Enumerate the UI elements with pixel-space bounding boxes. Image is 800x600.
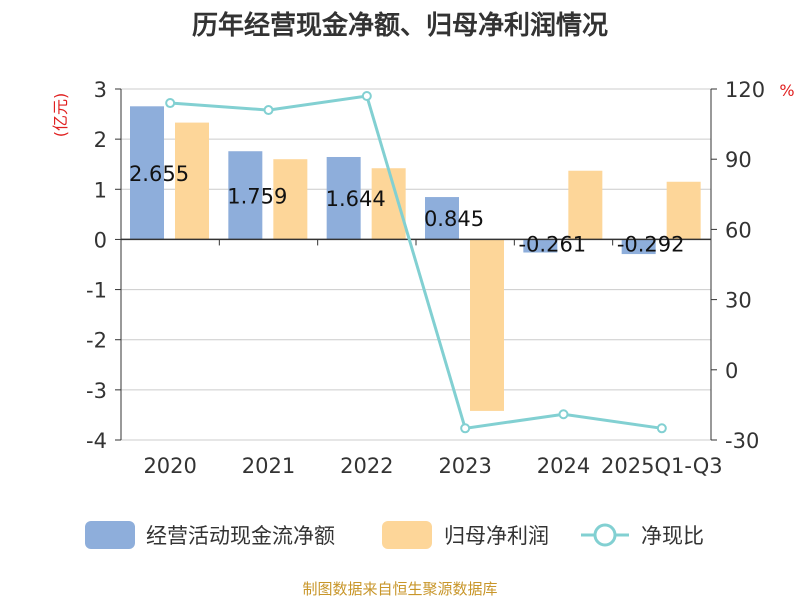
- gridlines: [121, 88, 711, 441]
- legend-swatch-profit: [382, 521, 432, 549]
- right-tick-label: 0: [725, 359, 738, 383]
- right-axis-unit: %: [779, 81, 794, 100]
- left-tick-label: -1: [86, 279, 107, 303]
- left-tick-label: -3: [86, 379, 107, 403]
- axes: [115, 88, 717, 441]
- left-tick-label: 3: [94, 78, 107, 102]
- cashflow-data-label: 2.655: [129, 162, 189, 186]
- left-tick-label: 2: [94, 128, 107, 152]
- left-axis-unit: (亿元): [51, 93, 70, 138]
- ratio-point: [263, 105, 274, 116]
- profit-bar: [666, 181, 701, 240]
- cashflow-data-label: -0.292: [617, 232, 685, 256]
- cashflow-bar: [228, 151, 263, 240]
- cashflow-data-label: 0.845: [424, 207, 484, 231]
- profit-bar: [175, 122, 209, 240]
- cashflow-data-label: -0.261: [518, 232, 586, 256]
- bars: [130, 106, 701, 411]
- right-tick-label: 90: [725, 148, 752, 172]
- chart-title: 历年经营现金净额、归母净利润情况: [192, 10, 608, 41]
- profit-bar: [568, 170, 603, 240]
- right-tick-label: -30: [725, 429, 759, 453]
- cashflow-data-label: 1.759: [227, 184, 287, 208]
- profit-bar: [273, 159, 308, 240]
- ratio-point: [361, 91, 372, 102]
- left-tick-label: 1: [94, 178, 107, 202]
- legend-label-cashflow: 经营活动现金流净额: [146, 524, 335, 548]
- x-tick-label: 2024: [537, 454, 590, 478]
- right-tick-label: 30: [725, 289, 752, 313]
- tick-labels: 3 2 1 0 -1 -2 -3 -4 120 90 60 30 0 -30 2020 2021 2022 202…: [86, 78, 765, 478]
- x-tick-label: 2025Q1-Q3: [601, 454, 723, 478]
- cashflow-bar: [130, 106, 164, 240]
- cashflow-bar: [621, 239, 656, 255]
- cashflow-bar: [425, 197, 459, 240]
- legend-label-profit: 归母净利润: [444, 524, 549, 548]
- x-tick-label: 2022: [340, 454, 393, 478]
- cashflow-bar: [326, 156, 361, 240]
- left-tick-label: -4: [86, 429, 107, 453]
- left-tick-label: 0: [94, 228, 107, 252]
- profit-bar: [470, 239, 504, 411]
- ratio-point: [165, 98, 176, 109]
- right-tick-label: 120: [725, 78, 765, 102]
- ratio-point: [558, 409, 569, 420]
- source-note: 制图数据来自恒生聚源数据库: [302, 580, 497, 598]
- legend-label-ratio: 净现比: [641, 524, 704, 548]
- ratio-line: [165, 91, 667, 434]
- legend-marker-ratio: [593, 523, 617, 547]
- data-labels: 2.655 1.759 1.644 0.845 -0.261 -0.292: [129, 162, 685, 257]
- legend: 经营活动现金流净额 归母净利润 净现比: [85, 521, 704, 549]
- x-tick-label: 2023: [438, 454, 491, 478]
- legend-swatch-cashflow: [85, 521, 135, 549]
- ratio-point: [656, 423, 667, 434]
- ratio-point: [460, 423, 471, 434]
- cashflow-data-label: 1.644: [326, 187, 386, 211]
- ratio-line-path: [170, 94, 663, 430]
- cashflow-bar: [523, 239, 558, 253]
- right-tick-label: 60: [725, 218, 752, 242]
- x-tick-label: 2020: [143, 454, 196, 478]
- x-tick-label: 2021: [242, 454, 295, 478]
- left-tick-label: -2: [86, 329, 107, 353]
